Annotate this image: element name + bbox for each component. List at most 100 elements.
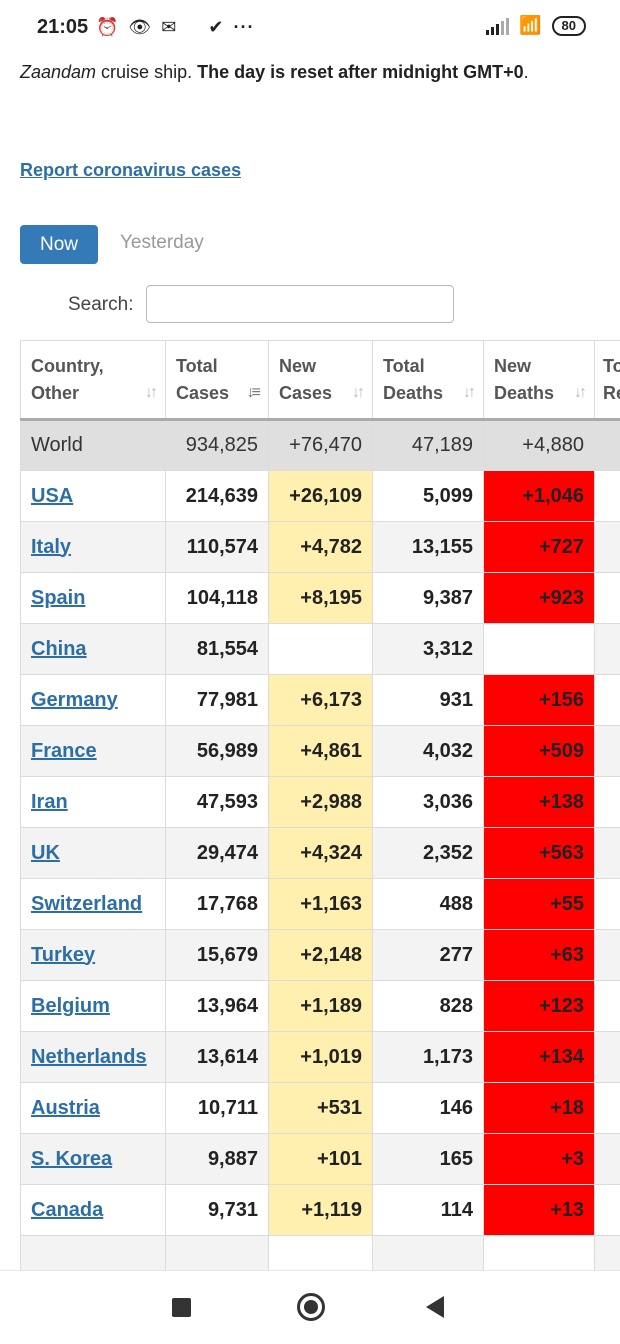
intro-text: Zaandam cruise ship. The day is reset af…	[20, 57, 580, 88]
header-country[interactable]: Country,Other↓↑	[21, 341, 166, 420]
report-cases-link[interactable]: Report coronavirus cases	[20, 160, 241, 181]
new-cases-cell: +1,163	[269, 879, 373, 930]
recovered-cell	[595, 1083, 620, 1134]
header-label: New	[279, 356, 316, 376]
total-cases-cell: 81,554	[166, 624, 269, 675]
total-cases-cell: 10,711	[166, 1083, 269, 1134]
new-cases-cell: +1,119	[269, 1185, 373, 1236]
recovered-cell	[595, 777, 620, 828]
country-link[interactable]: Netherlands	[31, 1046, 147, 1068]
new-cases-cell: +1,189	[269, 981, 373, 1032]
country-link[interactable]: Spain	[31, 587, 85, 609]
total-deaths-cell: 3,036	[373, 777, 484, 828]
intro-italic: Zaandam	[20, 62, 96, 82]
new-cases-cell: +4,324	[269, 828, 373, 879]
signal-icon	[486, 17, 509, 35]
header-total-recovered[interactable]: To Re	[595, 341, 620, 420]
country-cell: UK	[21, 828, 166, 879]
total-deaths-cell: 5,099	[373, 471, 484, 522]
country-link[interactable]: S. Korea	[31, 1148, 112, 1170]
recovered-cell	[595, 1134, 620, 1185]
recovered-cell	[595, 981, 620, 1032]
total-cases-cell: 214,639	[166, 471, 269, 522]
recovered-cell	[595, 1185, 620, 1236]
new-deaths-cell: +55	[484, 879, 595, 930]
total-cases-cell: 9,731	[166, 1185, 269, 1236]
header-label: Cases	[176, 383, 229, 403]
country-link[interactable]: Turkey	[31, 944, 95, 966]
intro-plain: cruise ship.	[96, 62, 197, 82]
total-deaths-cell: 146	[373, 1083, 484, 1134]
country-link[interactable]: Austria	[31, 1097, 100, 1119]
header-label: Total	[176, 356, 218, 376]
country-link[interactable]: UK	[31, 842, 60, 864]
tab-yesterday[interactable]: Yesterday	[120, 232, 204, 254]
country-link[interactable]: Germany	[31, 689, 118, 711]
search-label: Search:	[68, 294, 133, 316]
tab-now[interactable]: Now	[20, 225, 98, 264]
total-deaths-cell: 1,173	[373, 1032, 484, 1083]
country-link[interactable]: France	[31, 740, 97, 762]
world-row: World 934,825 +76,470 47,189 +4,880	[21, 420, 620, 471]
recents-icon[interactable]	[172, 1298, 191, 1317]
home-icon[interactable]	[297, 1293, 325, 1321]
header-label: Country,	[31, 356, 104, 376]
search-input[interactable]	[146, 285, 454, 323]
new-deaths-cell: +123	[484, 981, 595, 1032]
total-deaths-cell: 488	[373, 879, 484, 930]
wifi-icon: 📶	[519, 15, 541, 36]
country-link[interactable]: USA	[31, 485, 73, 507]
world-recovered	[595, 420, 620, 471]
total-deaths-cell: 165	[373, 1134, 484, 1185]
new-deaths-cell: +923	[484, 573, 595, 624]
country-cell: Netherlands	[21, 1032, 166, 1083]
total-deaths-cell: 828	[373, 981, 484, 1032]
world-total-deaths: 47,189	[373, 420, 484, 471]
country-cell: France	[21, 726, 166, 777]
intro-bold: The day is reset after midnight GMT+0	[197, 62, 524, 82]
total-deaths-cell: 3,312	[373, 624, 484, 675]
total-cases-cell: 110,574	[166, 522, 269, 573]
header-label: Cases	[279, 383, 332, 403]
total-cases-cell: 17,768	[166, 879, 269, 930]
new-cases-cell: +4,782	[269, 522, 373, 573]
new-cases-cell: +531	[269, 1083, 373, 1134]
country-link[interactable]: Italy	[31, 536, 71, 558]
country-link[interactable]: Switzerland	[31, 893, 142, 915]
country-cell: China	[21, 624, 166, 675]
total-deaths-cell: 2,352	[373, 828, 484, 879]
alarm-icon: ⏰	[96, 16, 118, 38]
header-label: Other	[31, 383, 79, 403]
back-icon[interactable]	[426, 1296, 444, 1318]
header-label: Deaths	[494, 383, 554, 403]
country-link[interactable]: Belgium	[31, 995, 110, 1017]
new-cases-cell: +4,861	[269, 726, 373, 777]
sort-icon: ↓↑	[352, 379, 362, 406]
total-cases-cell: 15,679	[166, 930, 269, 981]
country-link[interactable]: China	[31, 638, 87, 660]
new-deaths-cell: +3	[484, 1134, 595, 1185]
header-new-cases[interactable]: New Cases ↓↑	[269, 341, 373, 420]
recovered-cell	[595, 879, 620, 930]
total-cases-cell: 13,964	[166, 981, 269, 1032]
notification-icons: ⏰ 👁 ✉ ✔ ···	[96, 16, 254, 38]
country-link[interactable]: Canada	[31, 1199, 103, 1221]
system-nav-bar	[0, 1270, 620, 1344]
battery-icon: 80	[552, 16, 586, 36]
recovered-cell	[595, 522, 620, 573]
new-cases-cell: +101	[269, 1134, 373, 1185]
new-cases-cell: +2,988	[269, 777, 373, 828]
header-label: Re	[603, 383, 620, 403]
header-label: To	[603, 356, 620, 376]
country-link[interactable]: Iran	[31, 791, 68, 813]
status-time: 21:05	[37, 16, 88, 39]
